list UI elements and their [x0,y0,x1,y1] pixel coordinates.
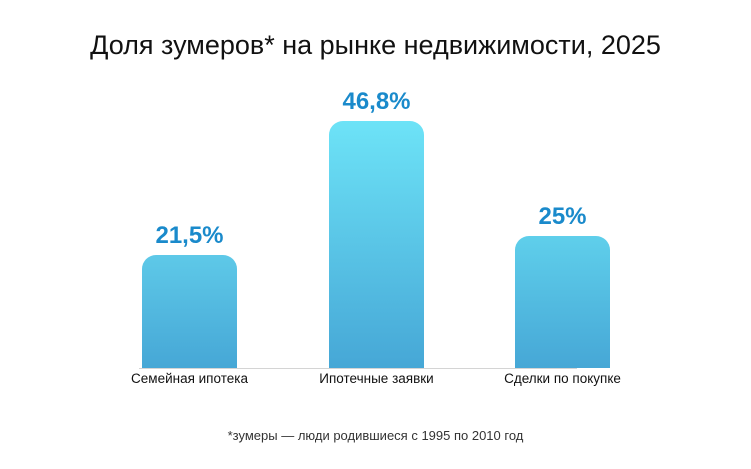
x-tick-label: Сделки по покупке [504,371,621,386]
bar-value-label: 46,8% [342,88,411,115]
chart-title: Доля зумеров* на рынке недвижимости, 202… [90,30,661,60]
x-axis-line [139,368,577,369]
bar [515,236,610,368]
bar [142,255,237,368]
footnote: *зумеры — люди родившиеся с 1995 по 2010… [227,428,524,443]
bar-value-label: 25% [538,203,587,230]
bar [329,121,424,368]
x-tick-label: Ипотечные заявки [319,371,434,386]
bar-value-label: 21,5% [155,222,224,249]
x-tick-label: Семейная ипотека [131,371,248,386]
